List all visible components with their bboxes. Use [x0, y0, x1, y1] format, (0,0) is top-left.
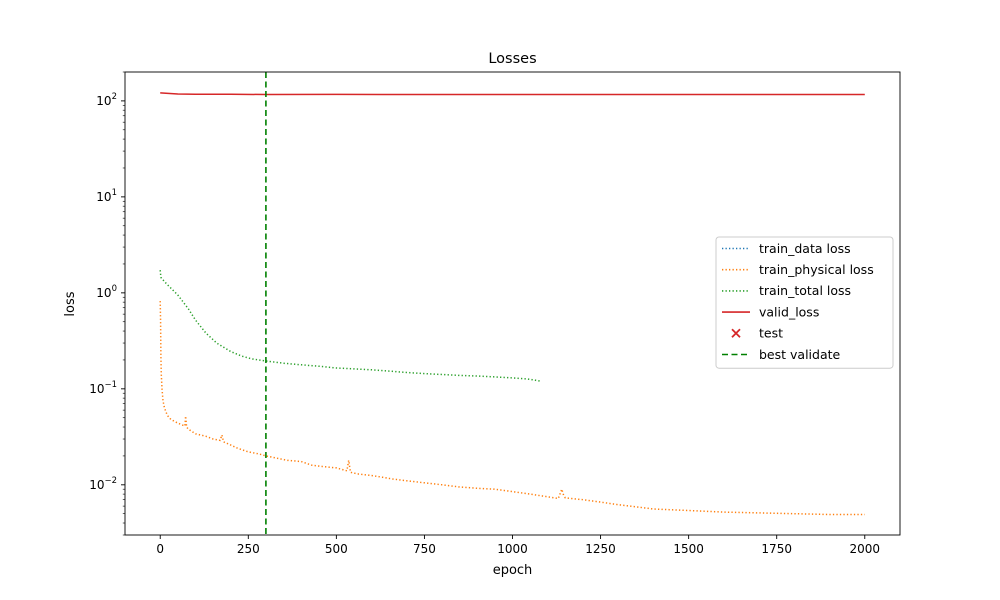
legend: train_data loss train_physical loss train_… — [715, 236, 894, 369]
chart-title: Losses — [488, 51, 536, 67]
legend-label-train-physical-loss: train_physical loss — [759, 262, 874, 277]
legend-label-train-total-loss: train_total loss — [759, 283, 851, 298]
series-line-train-physical-loss — [159, 301, 865, 516]
x-tick-label: 250 — [237, 542, 260, 556]
x-tick-label: 1500 — [673, 542, 704, 556]
legend-label-best-validate: best validate — [759, 347, 841, 362]
y-tick-label: 10−2 — [89, 476, 117, 492]
x-axis-label: epoch — [493, 563, 533, 578]
plot-area — [159, 72, 865, 535]
x-tick-label: 750 — [413, 542, 436, 556]
x-axis: 0 250 500 750 1000 1250 1500 1750 2000 — [156, 535, 880, 556]
x-tick-label: 1000 — [497, 542, 528, 556]
x-tick-label: 0 — [156, 542, 164, 556]
y-tick-label: 101 — [96, 188, 117, 204]
y-tick-label: 10−1 — [89, 380, 117, 396]
legend-label-valid-loss: valid_loss — [759, 304, 819, 319]
x-tick-label: 500 — [325, 542, 348, 556]
y-axis: 10−2 10−1 100 101 102 — [89, 71, 125, 536]
legend-box — [715, 236, 894, 369]
legend-label-train-data-loss: train_data loss — [759, 241, 851, 256]
legend-swatch-test — [731, 328, 741, 338]
x-tick-label: 2000 — [849, 542, 880, 556]
series-line-valid-loss — [160, 92, 865, 96]
y-tick-label: 102 — [96, 92, 117, 108]
legend-label-test: test — [759, 326, 783, 341]
y-axis-label: loss — [63, 291, 78, 316]
y-tick-label: 100 — [96, 284, 117, 300]
x-tick-label: 1750 — [761, 542, 792, 556]
x-tick-label: 1250 — [585, 542, 616, 556]
series-line-train-total-loss — [159, 270, 541, 382]
